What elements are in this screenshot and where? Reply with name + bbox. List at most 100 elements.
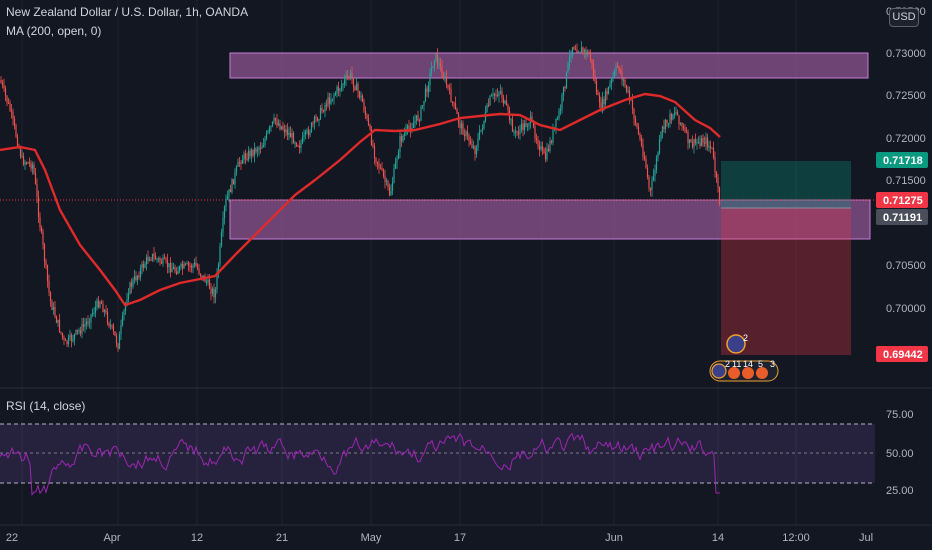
candle-body (714, 157, 716, 173)
event-flag-icon[interactable] (728, 367, 740, 379)
candle-body (369, 125, 371, 130)
symbol-title[interactable]: New Zealand Dollar / U.S. Dollar, 1h, OA… (6, 5, 249, 19)
candle-body (597, 92, 599, 96)
candle-body (228, 189, 230, 197)
position-profit-zone[interactable] (721, 161, 851, 208)
candle-body (675, 112, 677, 114)
time-label: 12:00 (782, 532, 810, 544)
candle-body (46, 265, 49, 281)
candle-body (454, 103, 457, 109)
candle-body (174, 267, 176, 272)
price-tag-entry: 0.71191 (876, 209, 928, 225)
candle-body (400, 136, 403, 142)
candle-body (106, 312, 109, 323)
candle-body (633, 109, 635, 119)
event-flag-icon[interactable] (742, 367, 754, 379)
candle-body (438, 63, 440, 65)
candle-body (28, 162, 31, 164)
candle-body (361, 95, 364, 102)
candle-body (474, 146, 476, 155)
candle-body (570, 55, 572, 57)
candle-body (603, 98, 605, 105)
candle-body (214, 289, 217, 298)
candle-body (42, 231, 44, 245)
event-avatar-icon[interactable] (726, 334, 746, 354)
candle-body (718, 186, 721, 205)
time-axis[interactable]: 22 Apr 12 21 May 17 Jun 14 12:00 Jul (6, 532, 873, 544)
candle-body (252, 149, 254, 156)
price-tag-current: 0.71275 (876, 192, 928, 208)
candle-body (399, 136, 401, 153)
candle-body (681, 123, 683, 127)
candle-body (10, 110, 13, 112)
candle-body (420, 106, 422, 121)
candle-body (186, 263, 188, 265)
candle-body (69, 335, 71, 338)
time-label: 12 (191, 532, 203, 544)
candle-body (205, 282, 208, 284)
candle-body (550, 140, 553, 143)
position-loss-zone[interactable] (721, 208, 851, 355)
candle-body (267, 130, 269, 133)
candle-body (634, 118, 637, 124)
event-flag-icon[interactable] (756, 367, 768, 379)
candle-body (427, 85, 430, 92)
resistance-zone[interactable] (229, 52, 869, 79)
candle-body (126, 299, 128, 304)
candle-body (351, 72, 353, 79)
candle-body (277, 123, 280, 126)
candle-body (618, 66, 620, 71)
event-avatar-icon[interactable] (711, 363, 727, 379)
rsi-axis[interactable]: 75.00 50.00 25.00 (886, 409, 914, 497)
candle-body (265, 132, 268, 139)
candle-body (609, 83, 611, 87)
candle-body (16, 136, 19, 147)
candle-body (324, 105, 326, 112)
candle-body (154, 255, 157, 260)
price-tag-target: 0.71718 (876, 152, 928, 168)
candle-body (424, 88, 427, 101)
candle-body (511, 119, 514, 132)
candle-body (607, 86, 610, 95)
candle-body (291, 132, 293, 138)
candle-body (181, 264, 184, 269)
candle-body (315, 116, 317, 118)
candle-body (202, 275, 205, 279)
candle-body (21, 155, 23, 157)
candle-body (543, 149, 545, 154)
candle-body (624, 79, 626, 86)
currency-button[interactable]: USD (889, 8, 919, 27)
candle-body (451, 102, 454, 104)
candle-body (309, 131, 311, 136)
candle-body (310, 122, 313, 132)
candle-body (717, 177, 719, 187)
candle-body (414, 120, 416, 124)
rsi-tick: 50.00 (886, 448, 914, 460)
candle-body (448, 87, 451, 89)
ma-legend[interactable]: MA (200, open, 0) (6, 24, 102, 38)
candle-body (499, 91, 502, 93)
candle-body (631, 100, 634, 110)
candle-body (307, 129, 310, 136)
candles-layer (0, 41, 721, 352)
candle-body (162, 257, 164, 264)
event-count: 2 (743, 333, 748, 343)
candle-body (210, 288, 212, 294)
candle-body (652, 175, 655, 181)
event-count: 11 (732, 359, 741, 369)
candle-body (226, 196, 229, 200)
candle-body (495, 94, 497, 96)
candle-body (390, 190, 392, 196)
candle-body (331, 98, 334, 100)
rsi-legend[interactable]: RSI (14, close) (6, 399, 86, 413)
candle-body (357, 83, 359, 92)
candle-body (187, 263, 190, 266)
event-badges[interactable]: 2 2 11 14 5 3 (709, 333, 779, 382)
candle-body (240, 162, 242, 164)
candle-body (466, 131, 469, 136)
candle-body (328, 97, 331, 104)
candle-body (136, 275, 139, 281)
candle-body (577, 51, 580, 53)
candle-body (198, 268, 200, 274)
